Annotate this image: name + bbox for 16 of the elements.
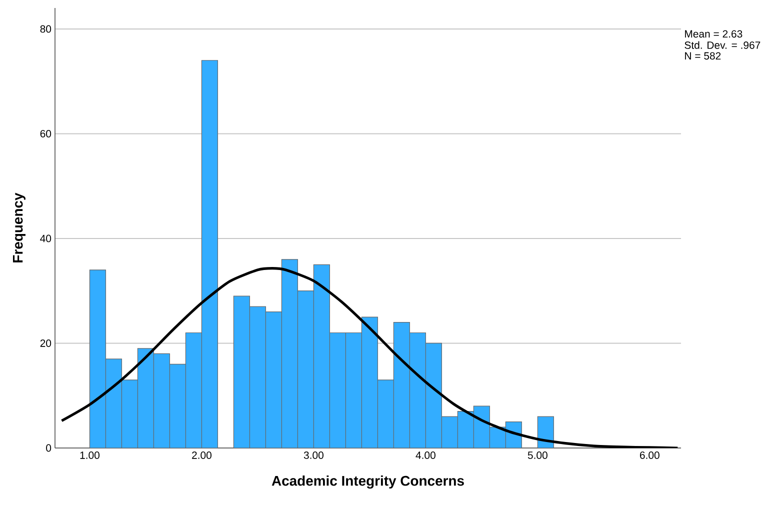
- y-tick-label: 80: [40, 25, 52, 33]
- text: Std. Dev. = .967: [684, 41, 760, 49]
- y-axis-title: Frequency: [12, 192, 26, 262]
- x-tick-label: 1.00: [80, 452, 100, 459]
- y-tick-label: 40: [40, 234, 52, 242]
- text: Mean = 2.63: [685, 30, 742, 38]
- y-tick-label: 0: [46, 444, 52, 452]
- x-tick-label: 2.00: [192, 452, 212, 459]
- y-tick-label: 20: [40, 340, 52, 347]
- x-tick-label: 5.00: [528, 452, 548, 459]
- y-tick-label: 60: [40, 130, 52, 138]
- x-axis-title: Academic Integrity Concerns: [272, 476, 464, 489]
- text: N = 582: [685, 52, 721, 60]
- x-tick-label: 3.00: [304, 452, 324, 459]
- x-tick-label: 4.00: [416, 452, 436, 459]
- x-tick-label: 6.00: [640, 452, 660, 459]
